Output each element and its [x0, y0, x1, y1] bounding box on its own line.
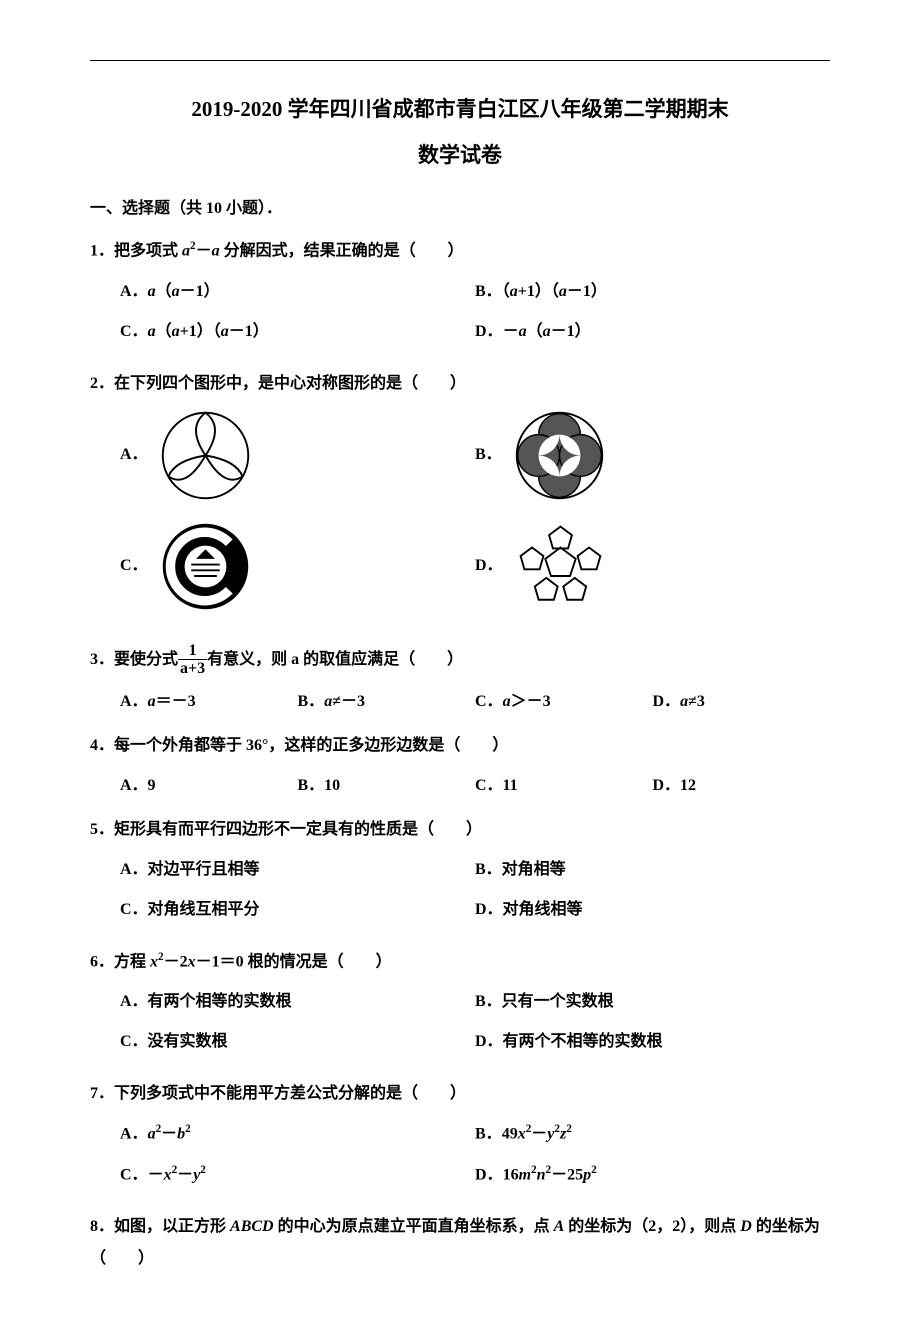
- q2-opt-a: A．: [120, 408, 475, 503]
- q5-opt-c: C．对角线互相平分: [120, 894, 475, 926]
- q1-stem: 1．把多项式 a2－a 分解因式，结果正确的是（ ）: [90, 235, 830, 267]
- q4-opt-b: B．10: [298, 770, 476, 802]
- q1-opt-a: A．a（a－1）: [120, 276, 475, 308]
- three-leaf-icon: [158, 408, 253, 503]
- question-4: 4．每一个外角都等于 36°，这样的正多边形边数是（ ） A．9 B．10 C．…: [90, 730, 830, 802]
- q3-options: A．a＝－3 B．a≠－3 C．a＞－3 D．a≠3: [90, 686, 830, 718]
- q6-opt-b: B．只有一个实数根: [475, 986, 830, 1018]
- q1-opt-d: D．－a（a－1）: [475, 316, 830, 348]
- q5-stem: 5．矩形具有而平行四边形不一定具有的性质是（ ）: [90, 814, 830, 846]
- q3-opt-a: A．a＝－3: [120, 686, 298, 718]
- q7-options: A．a2－b2 B．49x2－y2z2 C．－x2－y2 D．16m2n2－25…: [90, 1118, 830, 1199]
- q7-opt-c: C．－x2－y2: [120, 1159, 475, 1191]
- q1-options: A．a（a－1） B．（a+1）（a－1） C．a（a+1）（a－1） D．－a…: [90, 276, 830, 356]
- q4-opt-a: A．9: [120, 770, 298, 802]
- q6-opt-d: D．有两个不相等的实数根: [475, 1026, 830, 1058]
- section-header: 一、选择题（共 10 小题）．: [90, 195, 830, 224]
- q7-opt-a: A．a2－b2: [120, 1118, 475, 1150]
- q2-stem: 2．在下列四个图形中，是中心对称图形的是（ ）: [90, 368, 830, 400]
- q6-options: A．有两个相等的实数根 B．只有一个实数根 C．没有实数根 D．有两个不相等的实…: [90, 986, 830, 1066]
- logo-c-icon: [158, 519, 253, 614]
- q4-options: A．9 B．10 C．11 D．12: [90, 770, 830, 802]
- question-3: 3．要使分式1a+3有意义，则 a 的取值应满足（ ） A．a＝－3 B．a≠－…: [90, 642, 830, 718]
- q4-opt-c: C．11: [475, 770, 653, 802]
- q3-stem: 3．要使分式1a+3有意义，则 a 的取值应满足（ ）: [90, 642, 830, 678]
- q2-opt-b: B．: [475, 408, 830, 503]
- four-petal-icon: [512, 408, 607, 503]
- q8-stem: 8．如图，以正方形 ABCD 的中心为原点建立平面直角坐标系，点 A 的坐标为（…: [90, 1211, 830, 1275]
- q7-opt-d: D．16m2n2－25p2: [475, 1159, 830, 1191]
- q6-opt-a: A．有两个相等的实数根: [120, 986, 475, 1018]
- question-2: 2．在下列四个图形中，是中心对称图形的是（ ） A． B．: [90, 368, 830, 630]
- q4-opt-d: D．12: [653, 770, 831, 802]
- pentagons-icon: [513, 519, 608, 614]
- question-7: 7．下列多项式中不能用平方差公式分解的是（ ） A．a2－b2 B．49x2－y…: [90, 1078, 830, 1199]
- q2-options: A． B． C．: [90, 408, 830, 630]
- q7-stem: 7．下列多项式中不能用平方差公式分解的是（ ）: [90, 1078, 830, 1110]
- q3-opt-b: B．a≠－3: [298, 686, 476, 718]
- question-5: 5．矩形具有而平行四边形不一定具有的性质是（ ） A．对边平行且相等 B．对角相…: [90, 814, 830, 934]
- q3-opt-c: C．a＞－3: [475, 686, 653, 718]
- top-rule: [90, 60, 830, 61]
- title-line-2: 数学试卷: [90, 137, 830, 175]
- q2-opt-c: C．: [120, 519, 475, 614]
- title-line-1: 2019-2020 学年四川省成都市青白江区八年级第二学期期末: [90, 91, 830, 129]
- q6-stem: 6．方程 x2－2x－1＝0 根的情况是（ ）: [90, 946, 830, 978]
- q6-opt-c: C．没有实数根: [120, 1026, 475, 1058]
- fraction-icon: 1a+3: [178, 642, 207, 678]
- question-1: 1．把多项式 a2－a 分解因式，结果正确的是（ ） A．a（a－1） B．（a…: [90, 235, 830, 355]
- q5-opt-a: A．对边平行且相等: [120, 854, 475, 886]
- q1-opt-c: C．a（a+1）（a－1）: [120, 316, 475, 348]
- q4-stem: 4．每一个外角都等于 36°，这样的正多边形边数是（ ）: [90, 730, 830, 762]
- q5-options: A．对边平行且相等 B．对角相等 C．对角线互相平分 D．对角线相等: [90, 854, 830, 934]
- q5-opt-d: D．对角线相等: [475, 894, 830, 926]
- q5-opt-b: B．对角相等: [475, 854, 830, 886]
- question-6: 6．方程 x2－2x－1＝0 根的情况是（ ） A．有两个相等的实数根 B．只有…: [90, 946, 830, 1066]
- q2-opt-d: D．: [475, 519, 830, 614]
- q1-opt-b: B．（a+1）（a－1）: [475, 276, 830, 308]
- q7-opt-b: B．49x2－y2z2: [475, 1118, 830, 1150]
- q3-opt-d: D．a≠3: [653, 686, 831, 718]
- question-8: 8．如图，以正方形 ABCD 的中心为原点建立平面直角坐标系，点 A 的坐标为（…: [90, 1211, 830, 1275]
